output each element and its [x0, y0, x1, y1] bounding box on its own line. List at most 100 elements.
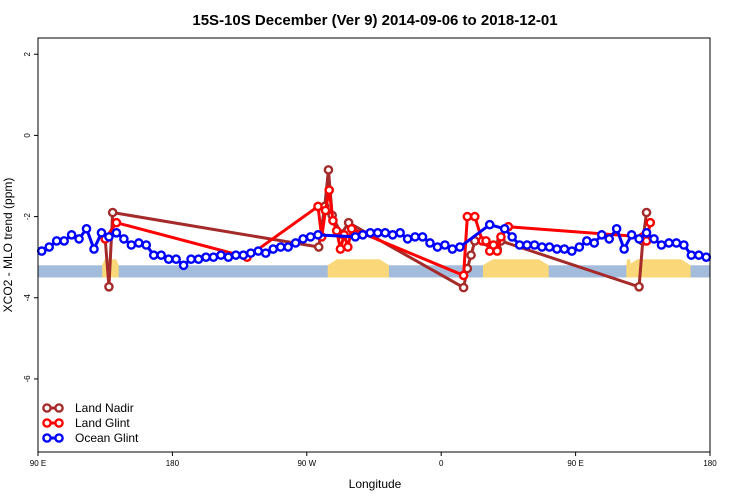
- data-point: [395, 228, 405, 238]
- data-point: [283, 242, 293, 252]
- legend-item: Ocean Glint: [42, 431, 139, 445]
- data-point: [365, 228, 376, 238]
- data-point: [514, 240, 525, 250]
- data-point: [36, 246, 47, 256]
- land-band: [327, 259, 389, 278]
- data-point: [111, 228, 122, 238]
- data-point: [469, 211, 480, 222]
- data-point: [481, 236, 491, 246]
- data-point: [552, 244, 562, 254]
- data-point: [507, 232, 517, 242]
- data-point: [346, 223, 357, 234]
- x-tick-label: 0: [439, 459, 444, 468]
- data-point: [171, 254, 181, 265]
- data-point: [492, 246, 503, 256]
- data-point: [313, 242, 324, 252]
- data-point: [324, 185, 335, 196]
- plot-frame: [37, 37, 711, 453]
- data-point: [305, 232, 316, 242]
- data-point: [402, 234, 413, 244]
- data-point: [51, 236, 62, 246]
- x-axis: 90 E 180 90 W 0 90 E 180: [30, 452, 717, 468]
- data-point: [253, 246, 264, 256]
- y-tick-label: -4: [23, 294, 32, 302]
- data-point: [410, 232, 420, 242]
- legend-label: Ocean Glint: [75, 431, 139, 445]
- data-point: [107, 207, 118, 218]
- data-point: [440, 240, 450, 250]
- legend-label: Land Nadir: [75, 401, 134, 415]
- data-point: [111, 217, 122, 228]
- data-point: [104, 282, 114, 292]
- series-lines: [36, 165, 712, 293]
- data-point: [645, 217, 656, 228]
- data-point: [186, 254, 196, 265]
- data-point: [701, 252, 712, 262]
- legend-swatch-marker: [54, 418, 64, 428]
- data-point: [574, 242, 585, 252]
- legend-item: Land Glint: [42, 416, 130, 430]
- data-point: [343, 242, 353, 252]
- data-point: [372, 228, 383, 238]
- data-point: [119, 234, 129, 244]
- legend-swatch-marker: [42, 403, 52, 413]
- data-point: [458, 270, 469, 281]
- data-point: [484, 219, 495, 230]
- data-point: [447, 244, 458, 254]
- data-point: [335, 244, 346, 254]
- data-point: [298, 234, 308, 244]
- data-point: [499, 223, 510, 234]
- chart-title: 15S-10S December (Ver 9) 2014-09-06 to 2…: [192, 12, 557, 29]
- data-point: [529, 240, 540, 250]
- data-point: [671, 238, 682, 248]
- data-point: [537, 242, 547, 252]
- y-tick-label: -6: [23, 375, 32, 383]
- series-ocean-glint: [36, 219, 712, 271]
- data-point: [619, 244, 629, 254]
- data-point: [216, 250, 226, 260]
- legend-label: Land Glint: [75, 416, 130, 430]
- legend-swatch-marker: [42, 433, 52, 443]
- x-tick-label: 180: [166, 459, 180, 468]
- data-point: [626, 230, 637, 240]
- y-axis-title: XCO2 - MLO trend (ppm): [1, 178, 15, 313]
- data-point: [331, 225, 342, 236]
- data-point: [81, 223, 92, 234]
- data-point: [223, 252, 234, 262]
- data-point: [133, 238, 144, 248]
- data-point: [238, 250, 249, 260]
- data-point: [74, 234, 84, 244]
- legend-swatch-marker: [42, 418, 52, 428]
- land-band: [483, 259, 549, 278]
- data-point: [328, 215, 338, 226]
- data-point: [634, 282, 644, 292]
- x-axis-title: Longitude: [349, 477, 402, 491]
- data-point: [686, 250, 697, 260]
- background-band: [38, 259, 710, 278]
- data-point: [148, 250, 159, 260]
- y-axis: 2 0 -2 -4 -6: [23, 51, 38, 383]
- data-point: [104, 232, 114, 242]
- data-point: [455, 242, 465, 252]
- x-tick-label: 90 W: [297, 459, 316, 468]
- data-point: [544, 242, 555, 252]
- data-point: [466, 250, 476, 260]
- data-point: [417, 232, 428, 242]
- data-point: [596, 230, 607, 240]
- data-point: [320, 205, 331, 216]
- data-point: [275, 242, 286, 252]
- legend-item: Land Nadir: [42, 401, 134, 415]
- data-point: [290, 238, 301, 248]
- data-point: [156, 250, 166, 260]
- data-point: [201, 252, 211, 262]
- data-point: [589, 238, 600, 248]
- data-point: [357, 230, 368, 240]
- data-point: [260, 248, 271, 258]
- x-tick-label: 90 E: [567, 459, 583, 468]
- data-point: [141, 240, 152, 250]
- legend-swatch-marker: [54, 403, 64, 413]
- data-point: [582, 236, 592, 246]
- data-point: [649, 234, 659, 244]
